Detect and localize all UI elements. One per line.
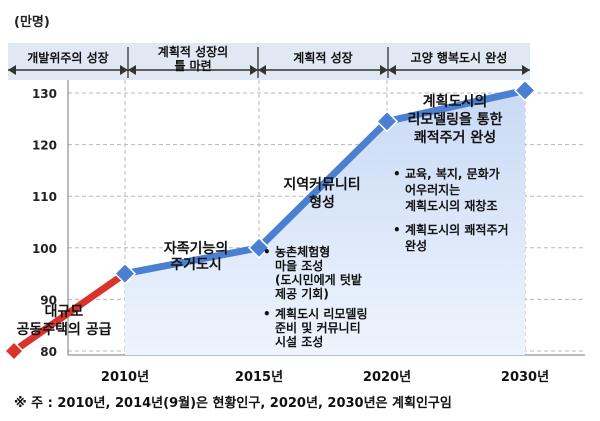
y-tick-labels: 80 90 100 110 120 130 — [32, 87, 57, 359]
phase-label: 틀 마련 — [174, 58, 211, 73]
bullet-line: 교육, 복지, 문화가 — [405, 166, 500, 181]
phase-label: 계획적 성장 — [293, 50, 352, 65]
annotation-line: 계획도시의 — [423, 93, 487, 110]
y-tick-label: 130 — [32, 87, 57, 101]
y-tick-label: 110 — [32, 190, 57, 204]
data-point — [247, 236, 271, 259]
phase-arrow-left — [8, 65, 16, 75]
bullet-line: (도시민에게 텃밭 — [275, 272, 362, 287]
bullet-line: 계획도시의 쾌적주거 — [405, 222, 509, 237]
annotation-line: 대규모 — [45, 304, 84, 320]
series-line-initial — [10, 270, 129, 355]
phase-bar-bg — [8, 43, 530, 80]
annotation-line: 자족기능의 — [164, 240, 228, 257]
annotation-line: 쾌적주거 완성 — [414, 129, 496, 146]
bullet-line: 완성 — [405, 239, 427, 253]
x-tick-labels: 2010년 2015년 2020년 2030년 — [101, 370, 549, 385]
data-point — [113, 262, 137, 285]
phase-segment: 계획적 성장 — [257, 47, 388, 78]
y-tick-label: 120 — [32, 139, 57, 153]
phase-arrow-left — [388, 65, 396, 75]
bullet-icon: • — [393, 167, 401, 181]
footnote: ※ 주 : 2010년, 2014년(9월)은 현황인구, 2020년, 203… — [14, 396, 452, 411]
bullet-line: 계획도시의 재창조 — [405, 198, 498, 213]
bullet-line: 농촌체험형 — [275, 244, 330, 259]
annotation-line: 리모델링을 통한 — [407, 111, 502, 128]
data-point — [375, 110, 399, 133]
y-tick-label: 90 — [40, 293, 57, 307]
annotation-line: 지역커뮤니티 — [283, 176, 360, 193]
bullet-line: 준비 및 커뮤니티 — [275, 320, 361, 335]
x-tick-label: 2020년 — [363, 370, 411, 385]
annotation-line: 공동주택의 공급 — [16, 321, 111, 338]
y-tick-label: 100 — [32, 242, 57, 256]
x-tick-label: 2015년 — [235, 370, 283, 385]
phase-arrow-left — [258, 65, 266, 75]
bullet-icon: • — [263, 307, 271, 321]
y-unit-label: (만명) — [14, 14, 50, 30]
bullet-line: 어우러지는 — [405, 182, 460, 197]
series-lines — [10, 86, 529, 355]
area-fill — [125, 90, 525, 356]
data-point — [513, 79, 537, 102]
annotation-line: 형성 — [309, 194, 335, 211]
phase-arrow-right — [380, 65, 388, 75]
y-tick-label: 80 — [40, 345, 57, 359]
phase-label: 개발위주의 성장 — [27, 50, 108, 65]
bullet-line: 제공 기회) — [275, 286, 329, 301]
x-tick-label: 2010년 — [101, 370, 149, 385]
phase-label: 고양 행복도시 완성 — [411, 50, 508, 65]
bullet-line: 마을 조성 — [275, 258, 323, 273]
phase-label: 계획적 성장의 — [158, 44, 228, 59]
bullet-line: 계획도시 리모델링 — [275, 306, 368, 321]
area-fill-region — [125, 90, 525, 356]
phase-arrow-right — [250, 65, 258, 75]
data-point-start — [3, 340, 25, 362]
bullet-icon: • — [263, 245, 271, 259]
phase-segment: 고양 행복도시 완성 — [387, 47, 530, 78]
phase-arrow-right — [120, 65, 128, 75]
phase-arrow-right — [522, 65, 530, 75]
series-line-main — [121, 86, 529, 278]
phase-arrow-left — [128, 65, 136, 75]
phase-segment: 개발위주의 성장 — [8, 50, 128, 75]
x-tick-label: 2030년 — [501, 370, 549, 385]
data-points — [3, 79, 537, 362]
bullet-line: 시설 조성 — [275, 334, 323, 349]
annotation-line: 주거도시 — [170, 257, 222, 273]
bullet-icon: • — [393, 223, 401, 237]
